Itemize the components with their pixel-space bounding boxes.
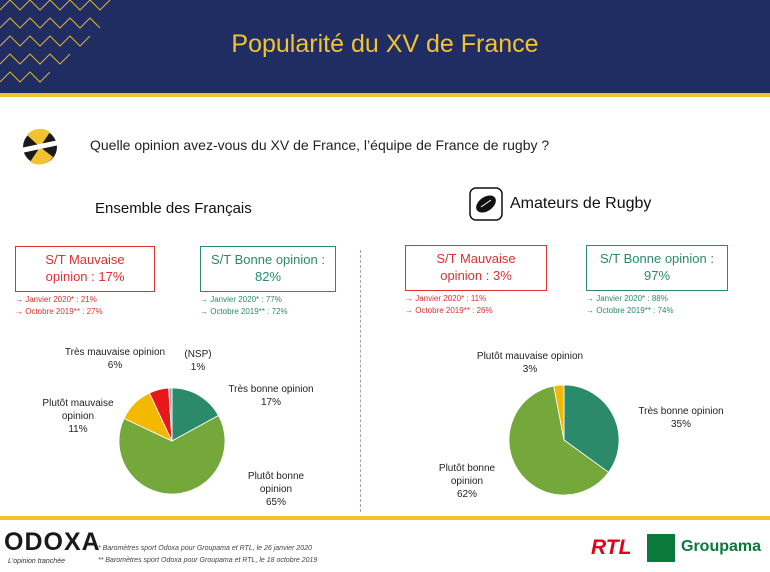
pie-slice-tr-s-bonne-opinion xyxy=(563,384,620,473)
left-label-plutot-bonne: Plutôt bonne opinion 65% xyxy=(236,470,316,509)
left-bad-box-line1: S/T Mauvaise xyxy=(45,252,125,267)
rugby-ball-icon xyxy=(469,187,503,221)
left-label-nsp: (NSP) 1% xyxy=(178,348,218,374)
right-label-plutot-mauvaise-pct: 3% xyxy=(522,364,538,375)
right-section-title: Amateurs de Rugby xyxy=(510,195,652,212)
left-section-title: Ensemble des Français xyxy=(95,200,252,217)
footer-divider xyxy=(0,516,770,520)
left-label-tres-mauvaise-text: Très mauvaise opinion xyxy=(64,347,166,358)
right-good-trend-item: → Janvier 2020* : 88% xyxy=(586,294,668,303)
section-divider xyxy=(360,250,361,512)
left-good-trend-item: → Janvier 2020* : 77% xyxy=(200,295,282,304)
header-pattern xyxy=(0,0,111,83)
left-bad-opinion-box: S/T Mauvaise opinion : 17% xyxy=(15,246,155,292)
left-label-plutot-bonne-pct: 65% xyxy=(265,497,286,508)
left-label-tres-bonne-text: Très bonne opinion xyxy=(228,384,314,395)
right-good-trend: → Janvier 2020* : 88% → Octobre 2019** :… xyxy=(586,293,674,317)
right-label-tres-bonne-text: Très bonne opinion xyxy=(638,406,724,417)
right-bad-trend-item: → Octobre 2019** : 26% xyxy=(405,306,493,315)
left-label-tres-bonne-pct: 17% xyxy=(260,397,281,408)
right-bad-box-line1: S/T Mauvaise xyxy=(436,251,516,266)
left-label-plutot-mauvaise-text: Plutôt mauvaise opinion xyxy=(42,398,114,422)
pie-slice-plut-t-bonne-opinion xyxy=(118,414,226,495)
pie-left xyxy=(118,387,226,495)
left-label-plutot-bonne-text: Plutôt bonne opinion xyxy=(247,471,305,495)
left-label-nsp-pct: 1% xyxy=(190,362,206,373)
left-label-tres-bonne: Très bonne opinion 17% xyxy=(216,383,326,409)
right-label-plutot-mauvaise: Plutôt mauvaise opinion 3% xyxy=(465,350,595,376)
pie-slice-plut-t-bonne-opinion xyxy=(508,385,610,496)
pie-right xyxy=(508,384,620,496)
right-bad-trend: → Janvier 2020* : 11% → Octobre 2019** :… xyxy=(405,293,493,317)
right-label-tres-bonne-pct: 35% xyxy=(670,419,691,430)
odoxa-logo: ODOXA xyxy=(4,528,101,556)
left-good-box-line1: S/T Bonne opinion : xyxy=(211,252,325,267)
right-label-plutot-bonne: Plutôt bonne opinion 62% xyxy=(424,462,510,501)
left-good-trend-item: → Octobre 2019** : 72% xyxy=(200,307,288,316)
right-good-opinion-box: S/T Bonne opinion : 97% xyxy=(586,245,728,291)
footnote-2: ** Baromètres sport Odoxa pour Groupama … xyxy=(98,557,318,564)
header-banner: Popularité du XV de France xyxy=(0,0,770,93)
groupama-logo: Groupama xyxy=(681,538,762,555)
left-label-nsp-text: (NSP) xyxy=(184,349,212,360)
right-bad-box-line2: opinion : 3% xyxy=(440,268,512,283)
groupama-logo-icon xyxy=(647,534,675,562)
pie-slice-nsp xyxy=(168,387,173,442)
left-bad-trend-item: → Octobre 2019** : 27% xyxy=(15,307,103,316)
odoxa-tagline: L'opinion tranchée xyxy=(8,558,65,565)
header-divider xyxy=(0,93,770,97)
pie-slice-tr-s-bonne-opinion xyxy=(171,387,219,442)
odoxa-question-logo xyxy=(21,128,59,165)
left-good-trend: → Janvier 2020* : 77% → Octobre 2019** :… xyxy=(200,294,288,318)
left-label-plutot-mauvaise-pct: 11% xyxy=(68,424,88,435)
right-bad-trend-item: → Janvier 2020* : 11% xyxy=(405,294,487,303)
right-label-plutot-mauvaise-text: Plutôt mauvaise opinion xyxy=(476,351,584,362)
left-bad-trend-item: → Janvier 2020* : 21% xyxy=(15,295,97,304)
left-bad-trend: → Janvier 2020* : 21% → Octobre 2019** :… xyxy=(15,294,103,318)
right-good-box-line1: S/T Bonne opinion : xyxy=(600,251,714,266)
right-label-plutot-bonne-text: Plutôt bonne opinion xyxy=(438,463,496,487)
left-good-box-line2: 82% xyxy=(254,269,282,284)
right-good-box-line2: 97% xyxy=(643,268,671,283)
rtl-logo: RTL xyxy=(591,536,632,559)
right-good-trend-item: → Octobre 2019** : 74% xyxy=(586,306,674,315)
survey-question: Quelle opinion avez-vous du XV de France… xyxy=(90,137,550,153)
right-label-tres-bonne: Très bonne opinion 35% xyxy=(626,405,736,431)
left-label-tres-mauvaise-pct: 6% xyxy=(107,360,123,371)
right-bad-opinion-box: S/T Mauvaise opinion : 3% xyxy=(405,245,547,291)
left-label-tres-mauvaise: Très mauvaise opinion 6% xyxy=(55,346,175,372)
page-title: Popularité du XV de France xyxy=(231,30,539,58)
right-label-plutot-bonne-pct: 62% xyxy=(456,489,477,500)
left-bad-box-line2: opinion : 17% xyxy=(45,269,125,284)
left-label-plutot-mauvaise: Plutôt mauvaise opinion 11% xyxy=(28,397,128,436)
pie-slice-plut-t-mauvaise-opinion xyxy=(553,384,565,441)
footnote-1: * Baromètres sport Odoxa pour Groupama e… xyxy=(98,545,312,552)
left-good-opinion-box: S/T Bonne opinion : 82% xyxy=(200,246,336,292)
